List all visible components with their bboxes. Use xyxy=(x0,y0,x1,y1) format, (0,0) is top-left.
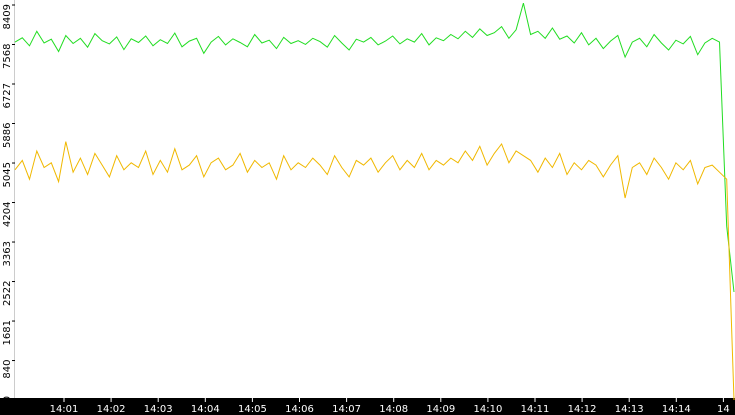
y-tick-label: 2522 xyxy=(2,281,13,306)
data-line xyxy=(14,141,735,401)
x-tick-label: 14 xyxy=(717,404,730,415)
y-tick-label: 7568 xyxy=(2,44,13,69)
y-tick-label: 1681 xyxy=(2,320,13,345)
x-tick-label: 14:14 xyxy=(662,404,691,415)
x-axis-bar xyxy=(0,398,735,415)
y-tick-label: 0 xyxy=(2,396,13,402)
x-tick-label: 14:02 xyxy=(97,404,126,415)
x-tick-label: 14:01 xyxy=(50,404,79,415)
x-tick-label: 14:07 xyxy=(332,404,361,415)
y-tick-label: 5886 xyxy=(2,123,13,148)
x-tick-label: 14:10 xyxy=(473,404,502,415)
y-tick-label: 6727 xyxy=(2,83,13,108)
x-tick-label: 14:06 xyxy=(285,404,314,415)
y-tick-label: 4204 xyxy=(2,202,13,227)
x-tick-label: 14:09 xyxy=(426,404,455,415)
x-tick-label: 14:13 xyxy=(615,404,644,415)
x-tick-label: 14:04 xyxy=(191,404,220,415)
x-tick-label: 14:11 xyxy=(521,404,550,415)
x-tick-label: 14:03 xyxy=(144,404,173,415)
y-tick-label: 3363 xyxy=(2,241,13,266)
y-tick-label: 5045 xyxy=(2,162,13,187)
data-line xyxy=(14,2,735,293)
y-tick-label: 8409 xyxy=(2,4,13,29)
x-tick-label: 14:08 xyxy=(379,404,408,415)
x-tick-label: 14:12 xyxy=(568,404,597,415)
x-tick-label: 14:05 xyxy=(238,404,267,415)
y-tick-label: 840 xyxy=(2,360,13,379)
